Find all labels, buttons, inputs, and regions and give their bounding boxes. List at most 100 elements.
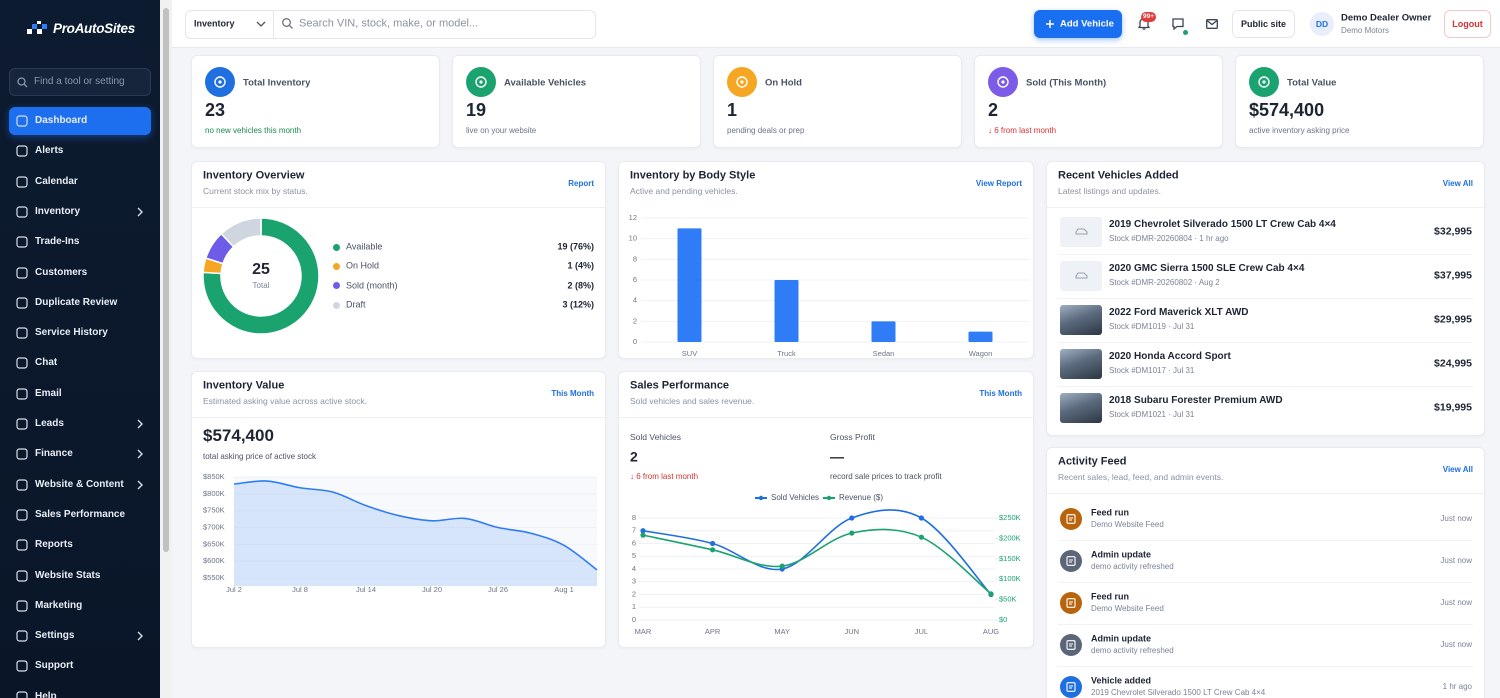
stat-value: $574,400	[1249, 100, 1325, 121]
x-tick-label: Sedan	[873, 349, 895, 358]
nav-icon-part	[16, 327, 28, 339]
vehicle-title[interactable]: 2020 Honda Accord Sport	[1109, 351, 1231, 362]
nav-item[interactable]: Dashboard	[35, 115, 88, 126]
vehicle-stock: Stock #DM1021 · Jul 31	[1109, 410, 1195, 420]
legend-label: Sold (month)	[346, 280, 398, 291]
row-divider	[1058, 386, 1473, 387]
nav-item[interactable]: Email	[35, 387, 62, 399]
vehicle-title[interactable]: 2022 Ford Maverick XLT AWD	[1109, 307, 1249, 318]
nav-icon-part	[16, 145, 28, 157]
nav-item[interactable]: Inventory	[35, 205, 81, 217]
card-subtitle: Recent sales, lead, feed, and admin even…	[1058, 471, 1224, 482]
feed-title: Vehicle added	[1091, 675, 1152, 686]
topbar	[172, 0, 1500, 48]
nav-item[interactable]: Help	[35, 690, 57, 698]
card-link[interactable]: This Month	[551, 389, 594, 399]
nav-item[interactable]: Alerts	[35, 145, 64, 157]
nav-item[interactable]: Finance	[35, 448, 73, 460]
search-icon-part	[288, 24, 293, 29]
chart-svg: 0 2 4 6 8 10 12 SUV Truck Sedan Wagon	[629, 213, 1029, 358]
brand-logo-part	[42, 24, 47, 29]
nav-icon-part	[16, 539, 28, 551]
vehicle-price: $24,995	[1434, 357, 1472, 370]
nav-item[interactable]: Chat	[35, 357, 58, 369]
sidebar-search[interactable]	[9, 68, 151, 96]
y-tick-label: 7	[632, 526, 636, 535]
nav-item[interactable]: Support	[35, 660, 74, 672]
nav-icon-part	[16, 478, 28, 491]
nav-icon	[16, 357, 28, 369]
public-site-button[interactable]: Public site	[1232, 10, 1295, 38]
bar	[774, 280, 799, 342]
nav-item[interactable]: Calendar	[35, 175, 78, 187]
card-subtitle: Sold vehicles and sales revenue.	[630, 395, 755, 406]
nav-icon-part	[16, 660, 28, 672]
vehicle-stock: Stock #DMR-20260804 · 1 hr ago	[1109, 234, 1229, 244]
card-link[interactable]: This Month	[979, 389, 1022, 399]
nav-item[interactable]: Customers	[35, 266, 88, 278]
chat-icon	[1172, 18, 1184, 31]
stat-value: 1	[727, 100, 738, 121]
y2-tick-label: $0	[999, 615, 1007, 624]
card-divider	[1047, 207, 1484, 208]
stat-value: 2	[988, 100, 999, 121]
logout-button[interactable]: Logout	[1444, 10, 1491, 38]
stat-card: Available Vehicles 19 live on your website	[452, 55, 701, 148]
nav-item[interactable]: Settings	[35, 630, 75, 642]
nav-item[interactable]: Duplicate Review	[35, 296, 118, 308]
dealer-name: Demo Motors	[1341, 26, 1390, 36]
avatar[interactable]: DD	[1310, 12, 1334, 36]
brand-logo-part	[37, 21, 41, 24]
chart-card: Inventory Overview Current stock mix by s…	[191, 161, 606, 359]
nav-icon-part	[16, 418, 28, 430]
nav-chevron-part	[137, 449, 143, 459]
y-tick-label: 0	[632, 615, 636, 624]
y-tick-label: 8	[633, 254, 637, 263]
feed-glyph-part	[1066, 556, 1076, 566]
nav-item[interactable]: Reports	[35, 539, 73, 551]
nav-icon	[16, 175, 28, 188]
series-point	[849, 515, 855, 521]
nav-item[interactable]: Website Stats	[35, 569, 101, 581]
nav-item[interactable]: Trade-Ins	[35, 236, 80, 248]
card-link[interactable]: View All	[1442, 465, 1473, 475]
feed-glyph-part	[1066, 682, 1076, 692]
feed-icon	[1060, 676, 1082, 698]
nav-item[interactable]: Website & Content	[35, 478, 124, 490]
brand-logo-part	[32, 24, 37, 29]
card-link[interactable]: View Report	[975, 179, 1022, 189]
nav-icon	[16, 478, 28, 491]
feed-detail: demo activity refreshed	[1091, 646, 1174, 656]
search-group[interactable]	[185, 10, 596, 39]
nav-icon	[16, 691, 28, 698]
x-tick-label: Wagon	[969, 349, 993, 358]
x-tick-label: SUV	[682, 349, 697, 358]
nav-item[interactable]: Leads	[35, 418, 64, 429]
card-link[interactable]: View All	[1442, 179, 1473, 189]
series-point	[640, 528, 646, 534]
x-tick-label: Jul 8	[292, 585, 308, 594]
nav-item[interactable]: Marketing	[35, 599, 83, 611]
vehicle-title[interactable]: 2020 GMC Sierra 1500 SLE Crew Cab 4×4	[1109, 263, 1305, 274]
stat-glyph	[475, 76, 487, 88]
feed-glyph-part	[1066, 598, 1076, 608]
feed-glyph-part	[1069, 601, 1073, 605]
y-tick-label: 2	[632, 589, 636, 598]
feed-time: 1 hr ago	[1442, 682, 1472, 692]
nav-icon-part	[16, 691, 28, 698]
feed-time: Just now	[1440, 640, 1472, 650]
feed-title: Feed run	[1091, 507, 1130, 518]
vehicle-title[interactable]: 2018 Subaru Forester Premium AWD	[1109, 395, 1283, 406]
inventory-select[interactable]: Inventory	[194, 18, 235, 29]
line	[233, 480, 598, 571]
nav-item[interactable]: Service History	[35, 327, 108, 339]
nav-item[interactable]: Sales Performance	[35, 508, 126, 520]
vehicle-title[interactable]: 2019 Chevrolet Silverado 1500 LT Crew Ca…	[1109, 219, 1336, 230]
stat-glyph-part	[218, 80, 222, 84]
nav-icon	[16, 448, 28, 460]
legend-value: 1 (4%)	[567, 260, 594, 271]
y-tick-label: $850K	[203, 472, 225, 481]
card-divider	[619, 417, 1033, 418]
y-tick-label: $700K	[203, 522, 225, 531]
card-link[interactable]: Report	[568, 179, 594, 189]
